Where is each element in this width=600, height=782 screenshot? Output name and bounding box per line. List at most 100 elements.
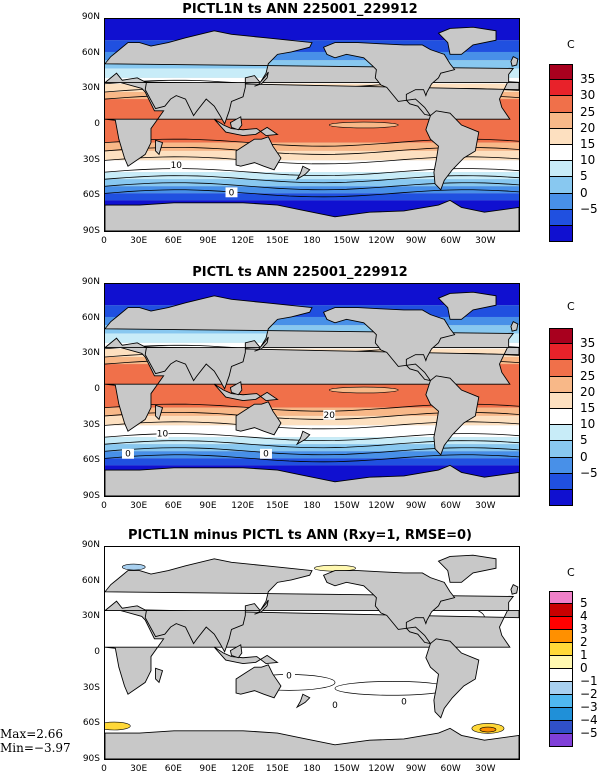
colorbar-swatch [549, 193, 573, 210]
colorbar-swatch [549, 721, 573, 734]
anomaly-patch [105, 721, 131, 731]
latitude-tick-label: 90N [81, 12, 100, 22]
colorbar-swatch [549, 392, 573, 409]
colorbar-tick-label: −5 [580, 201, 598, 216]
colorbar-swatch [549, 161, 573, 178]
colorbar-swatch [549, 473, 573, 490]
panel-1-colorbar-unit: C [567, 38, 575, 51]
longitude-tick-label: 30W [475, 236, 496, 246]
contour-label: 0 [332, 701, 338, 711]
longitude-tick-label: 90E [199, 501, 217, 511]
land-mass [425, 638, 480, 719]
land-mass [105, 199, 519, 231]
longitude-tick-label: 90W [405, 236, 427, 246]
latitude-tick-label: 30N [81, 348, 100, 359]
colorbar-tick-label: 25 [580, 104, 596, 119]
longitude-tick-label: 180 [303, 764, 321, 774]
land-mass [425, 375, 480, 456]
land-mass [235, 401, 282, 436]
longitude-tick-label: 150W [333, 236, 360, 246]
anomaly-patch [479, 726, 497, 733]
land-mass [254, 599, 269, 615]
colorbar-tick-label: 10 [580, 153, 596, 168]
latitude-tick-label: 60N [81, 47, 100, 58]
longitude-tick-label: 180 [303, 501, 321, 511]
longitude-tick-label: 60E [164, 236, 182, 246]
contour-label-bg [323, 409, 336, 420]
latitude-tick-label: 90N [81, 540, 100, 550]
latitude-tick-label: 0 [94, 119, 100, 129]
longitude-tick-label: 30W [475, 501, 496, 511]
longitude-tick-label: 90E [199, 236, 217, 246]
colorbar-swatch [549, 591, 573, 604]
land-mass [229, 116, 243, 131]
latitude-tick-label: 30N [81, 611, 100, 622]
colorbar-tick-label: 35 [580, 336, 596, 351]
colorbar-swatch [549, 617, 573, 630]
land-mass [295, 693, 311, 709]
colorbar-swatch [549, 376, 573, 393]
land-mass [155, 404, 164, 421]
temperature-band [105, 60, 519, 69]
colorbar-tick-label: 20 [580, 120, 596, 135]
latitude-tick-label: 0 [94, 647, 100, 657]
land-mass [322, 42, 456, 117]
land-mass [229, 644, 243, 659]
colorbar-tick-label: 5 [580, 596, 588, 610]
temperature-band [105, 40, 519, 52]
latitude-tick-label: 60N [81, 312, 100, 323]
colorbar-tick-label: 4 [580, 609, 588, 623]
land-mass [213, 646, 279, 665]
colorbar-swatch [549, 128, 573, 145]
longitude-tick-label: 60W [440, 764, 461, 774]
contour-label-bg [329, 700, 341, 710]
panel-3-colorbar-unit: C [567, 566, 575, 579]
colorbar-swatch [549, 643, 573, 656]
longitude-tick-label: 30E [130, 501, 148, 511]
colorbar-tick-label: 1 [580, 648, 588, 662]
colorbar-swatch [549, 425, 573, 442]
land-mass [229, 381, 243, 396]
longitude-tick-label: 180 [303, 236, 321, 246]
land-mass [437, 554, 497, 583]
land-mass [510, 321, 519, 332]
temperature-band [105, 150, 519, 161]
isotherm-contour [105, 182, 519, 191]
latitude-tick-label: 30S [82, 419, 100, 430]
colorbar-swatch [549, 682, 573, 695]
colorbar-tick-label: 5 [580, 169, 588, 184]
colorbar-swatch [549, 328, 573, 345]
colorbar-tick-label: 25 [580, 368, 596, 383]
panel-2-map: 10 0 0 20 [104, 283, 520, 497]
isotherm-contour [105, 440, 519, 449]
latitude-tick-label: 60N [81, 575, 100, 586]
colorbar-swatch [549, 408, 573, 426]
land-mass [213, 383, 279, 402]
colorbar-tick-label: −3 [580, 700, 598, 714]
contour-label-bg [225, 187, 238, 198]
zero-contour [334, 681, 451, 696]
colorbar-swatch [549, 177, 573, 194]
latitude-tick-label: 60S [82, 190, 100, 201]
longitude-tick-label: 120W [368, 236, 395, 246]
land-mass [105, 30, 515, 125]
colorbar-swatch [549, 80, 573, 97]
colorbar-tick-label: 35 [580, 72, 596, 87]
land-mass [213, 118, 279, 137]
contour-label: 10 [157, 430, 169, 440]
longitude-tick-label: 120E [231, 764, 255, 774]
longitude-tick-label: 120E [231, 236, 255, 246]
temperature-band [105, 305, 519, 317]
longitude-tick-label: 120W [368, 501, 395, 511]
isotherm-contour [105, 447, 519, 456]
contour-label-bg [260, 448, 272, 459]
longitude-tick-label: 60W [440, 236, 461, 246]
panel-2-title: PICTL ts ANN 225001_229912 [192, 265, 408, 280]
temperature-band [105, 160, 519, 173]
colorbar-swatch [549, 734, 573, 747]
anomaly-patch [121, 563, 146, 571]
colorbar-tick-label: 30 [580, 88, 596, 103]
land-mass [235, 664, 282, 699]
contour-label-bg [398, 696, 410, 707]
longitude-tick-label: 0 [101, 764, 107, 774]
